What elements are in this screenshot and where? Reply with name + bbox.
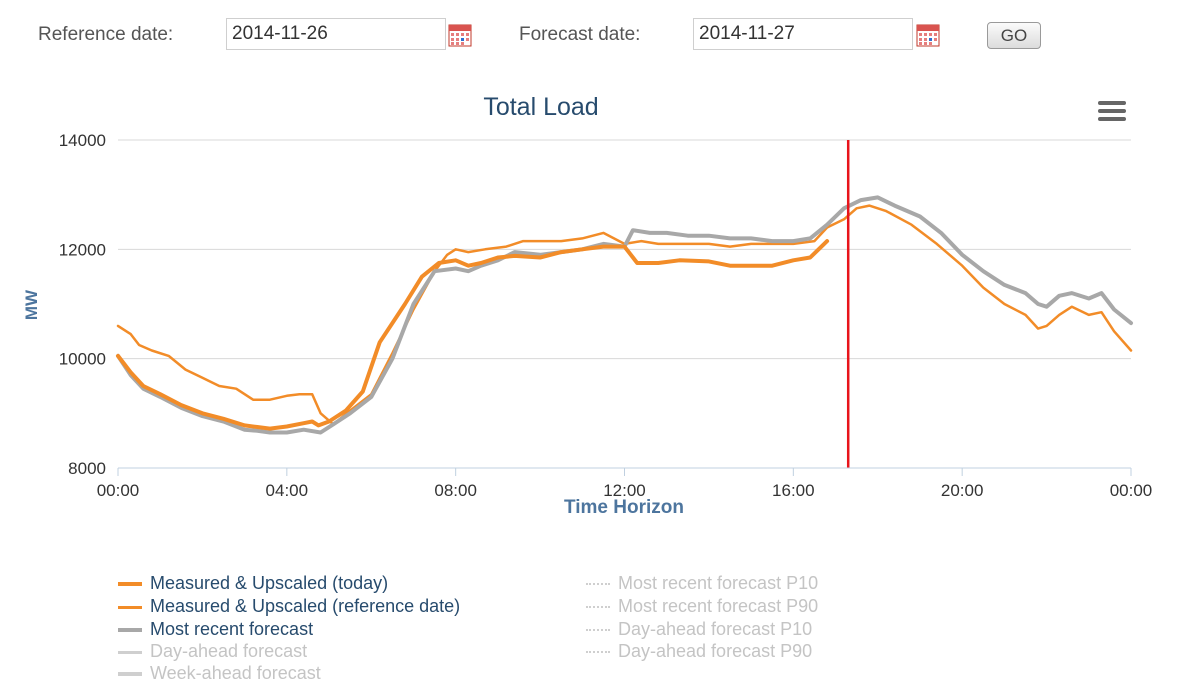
legend-label: Week-ahead forecast xyxy=(150,663,321,683)
legend-item[interactable]: Most recent forecast P10 xyxy=(586,573,818,594)
x-tick-label: 20:00 xyxy=(941,481,984,500)
series-line xyxy=(116,195,1133,435)
reference-date-input[interactable] xyxy=(226,18,446,50)
x-tick-label: 08:00 xyxy=(434,481,477,500)
legend-label: Measured & Upscaled (reference date) xyxy=(150,596,461,616)
legend-label: Most recent forecast xyxy=(150,619,314,639)
x-tick-label: 00:00 xyxy=(97,481,140,500)
series-line xyxy=(116,204,1133,426)
legend-label: Day-ahead forecast xyxy=(150,641,308,661)
y-tick-label: 10000 xyxy=(59,350,106,369)
legend-swatch xyxy=(118,628,142,633)
menu-bar xyxy=(1098,117,1126,121)
menu-bar xyxy=(1098,101,1126,105)
total-load-chart: 8000 10000 12000 14000 00:00 04:00 08:00 12:00 1… xyxy=(22,93,1153,518)
axes: 8000 10000 12000 14000 00:00 04:00 08:00 12:00 1… xyxy=(59,131,1153,500)
legend-swatch xyxy=(118,582,142,587)
legend-swatch xyxy=(586,629,610,632)
reference-date-label: Reference date: xyxy=(38,24,174,45)
legend-swatch xyxy=(586,651,610,654)
legend-item[interactable]: Day-ahead forecast xyxy=(118,641,307,662)
x-tick-label: 00:00 xyxy=(1110,481,1153,500)
legend-item[interactable]: Most recent forecast P90 xyxy=(586,596,818,617)
x-tick-label: 12:00 xyxy=(603,481,646,500)
legend-label: Most recent forecast P90 xyxy=(618,596,819,616)
forecast-calendar-icon[interactable] xyxy=(916,23,940,47)
legend-swatch xyxy=(118,672,142,677)
legend-label: Measured & Upscaled (today) xyxy=(150,573,389,593)
series-lines xyxy=(116,195,1133,435)
legend-swatch xyxy=(118,650,142,654)
chart-title: Total Load xyxy=(483,93,598,121)
forecast-date-label: Forecast date: xyxy=(519,24,641,45)
legend-swatch xyxy=(586,606,610,609)
legend-item[interactable]: Most recent forecast xyxy=(118,619,313,640)
reference-calendar-icon[interactable] xyxy=(448,23,472,47)
y-tick-label: 14000 xyxy=(59,131,106,150)
y-tick-label: 12000 xyxy=(59,240,106,259)
legend-swatch xyxy=(118,605,142,609)
hamburger-menu-icon[interactable] xyxy=(1096,98,1128,126)
series-line xyxy=(116,239,830,431)
legend-label: Day-ahead forecast P90 xyxy=(618,641,813,661)
x-axis-title: Time Horizon xyxy=(564,497,684,518)
legend-item[interactable]: Measured & Upscaled (today) xyxy=(118,573,388,594)
y-axis-title: MW xyxy=(22,289,41,320)
legend-swatch xyxy=(586,583,610,586)
legend-label: Day-ahead forecast P10 xyxy=(618,619,813,639)
x-tick-label: 04:00 xyxy=(266,481,309,500)
legend-item[interactable]: Measured & Upscaled (reference date) xyxy=(118,596,460,617)
go-button[interactable]: GO xyxy=(987,22,1041,49)
forecast-date-input[interactable] xyxy=(693,18,913,50)
legend-item[interactable]: Day-ahead forecast P10 xyxy=(586,619,812,640)
legend-item[interactable]: Week-ahead forecast xyxy=(118,663,321,684)
y-tick-label: 8000 xyxy=(68,459,106,478)
x-tick-label: 16:00 xyxy=(772,481,815,500)
date-controls: Reference date: Forecast date: GO xyxy=(0,0,1200,70)
legend-item[interactable]: Day-ahead forecast P90 xyxy=(586,641,812,662)
menu-bar xyxy=(1098,109,1126,113)
legend-label: Most recent forecast P10 xyxy=(618,573,819,593)
